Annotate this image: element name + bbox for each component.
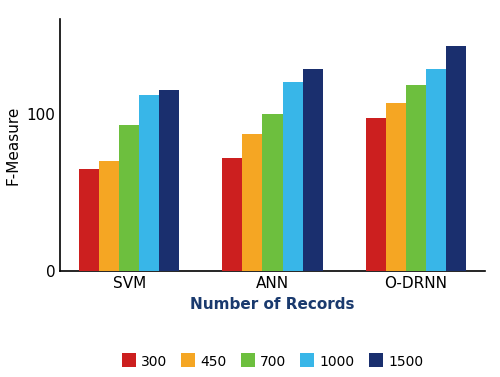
Bar bbox=[140, 95, 160, 271]
Bar bbox=[446, 46, 466, 271]
Bar bbox=[242, 134, 262, 271]
Legend: 300, 450, 700, 1000, 1500: 300, 450, 700, 1000, 1500 bbox=[116, 349, 429, 374]
X-axis label: Number of Records: Number of Records bbox=[190, 297, 355, 312]
Bar bbox=[366, 118, 386, 271]
Bar bbox=[262, 113, 282, 271]
Bar bbox=[386, 103, 406, 271]
Bar bbox=[406, 85, 425, 271]
Bar bbox=[160, 90, 180, 271]
Bar bbox=[426, 69, 446, 271]
Bar bbox=[80, 169, 100, 271]
Bar bbox=[100, 161, 119, 271]
Bar bbox=[302, 69, 322, 271]
Y-axis label: F-Measure: F-Measure bbox=[6, 106, 20, 185]
Bar bbox=[282, 82, 302, 271]
Bar bbox=[222, 158, 242, 271]
Bar bbox=[120, 125, 140, 271]
